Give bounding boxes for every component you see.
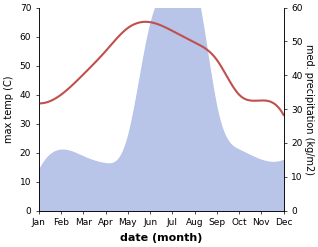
X-axis label: date (month): date (month)	[120, 233, 203, 243]
Y-axis label: med. precipitation (kg/m2): med. precipitation (kg/m2)	[304, 44, 314, 175]
Y-axis label: max temp (C): max temp (C)	[4, 75, 14, 143]
